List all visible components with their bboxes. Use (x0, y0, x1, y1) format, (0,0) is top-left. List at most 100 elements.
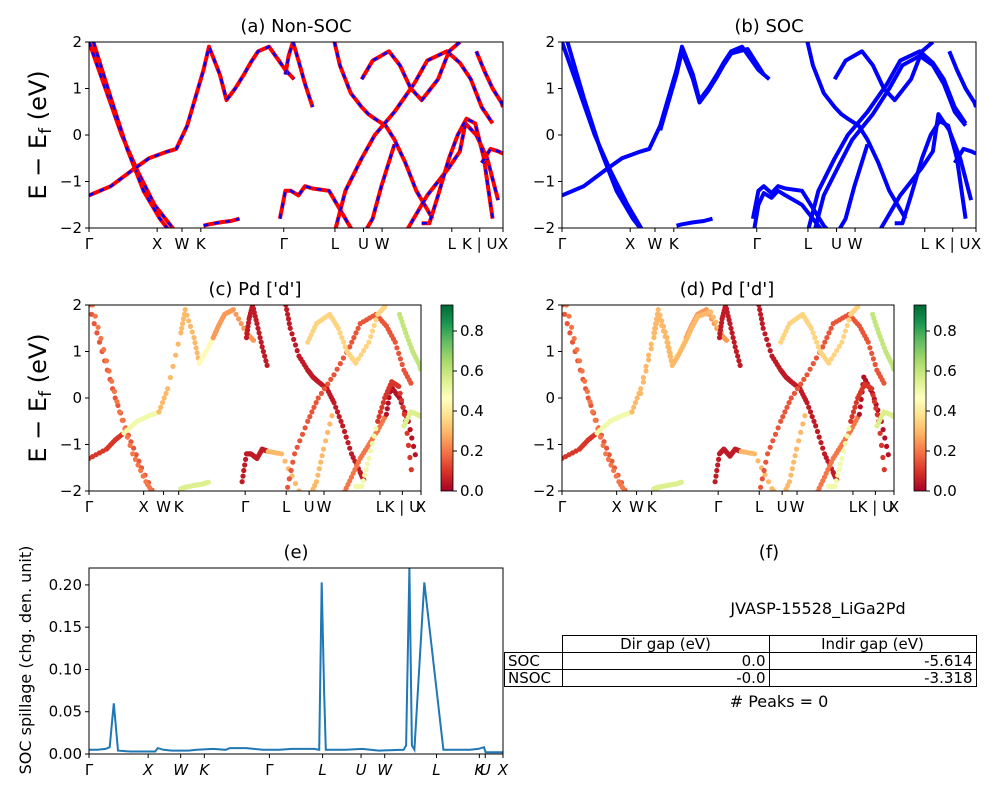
pc-point-s10-4-2 (316, 466, 322, 472)
pb-xtick-label-9: K | U (935, 235, 970, 253)
pb-series-13 (947, 50, 976, 108)
pd-point-s12-8-4 (820, 445, 826, 451)
pa-series-1-dash (92, 42, 169, 228)
pb-series-12 (894, 119, 968, 226)
pc-point-s17-3-0 (396, 383, 402, 389)
pc-point-s1-3-2 (135, 462, 141, 468)
pd-point-s1-3-4 (613, 473, 619, 479)
pc-point-s12-0-4 (290, 459, 296, 465)
pb-xtick-label-4: Γ (753, 235, 762, 253)
pc-point-s4-1-1 (167, 374, 173, 381)
pe-xtick-label-5: L (318, 761, 326, 779)
pc-point-s12-5-4 (355, 325, 361, 331)
pd-point-s14-6-2 (842, 328, 849, 334)
pc-point-s8-3-3 (257, 335, 263, 341)
pb-xtick-label-0: Γ (558, 235, 567, 253)
pc-point-s12-0-3 (288, 467, 294, 474)
pc-point-s15-3-4 (412, 452, 418, 458)
pb-series-1 (565, 42, 643, 228)
pc-point-s12-2-4 (313, 400, 319, 406)
pc-point-s17-0-1 (376, 414, 382, 420)
pc-point-s9-0-4 (243, 456, 249, 462)
pc-point-s8-3-0 (254, 321, 260, 327)
pc-point-s13-6-0 (366, 339, 372, 345)
pd-point-s10-0-4 (716, 456, 722, 462)
pd-point-s11-4-3 (791, 459, 797, 465)
pc-point-s11-8-1 (341, 428, 348, 435)
pd-point-s13-5-2 (824, 335, 830, 341)
pc-point-s11-1-0 (287, 325, 293, 331)
pd-point-s15-0-0 (813, 493, 818, 498)
pd-point-s13-9-1 (867, 345, 873, 351)
table-row: NSOC -0.0 -3.318 (504, 669, 977, 687)
pb-xtick-label-3: K (669, 235, 680, 253)
pc-point-s6-4-4 (250, 337, 257, 343)
pc-point-s13-5-2 (358, 352, 364, 358)
pc-xtick-label-8: L (376, 498, 385, 516)
pd-point-s9-3-3 (730, 335, 736, 341)
pc-point-s17-3-2 (398, 397, 405, 403)
pd-point-s17-1-3 (836, 467, 842, 473)
pd-point-s13-9-3 (870, 356, 877, 362)
pc-point-s8-3-2 (256, 330, 262, 336)
pd-point-s13-2-1 (780, 414, 786, 420)
pc-point-s12-1-4 (302, 425, 308, 431)
pc-ytick-label-2: 0 (72, 389, 82, 407)
pc-point-s9-0-3 (242, 462, 248, 468)
pd-point-s17-2-4 (846, 426, 852, 432)
pd-point-s8-3-4 (678, 479, 684, 485)
pc-point-s1-0-3 (98, 335, 104, 342)
pc-point-s10-5-4 (329, 413, 335, 419)
pc-point-s13-3-3 (341, 339, 347, 345)
pc-point-s1-1-1 (106, 368, 112, 374)
pc-point-s4-3-1 (184, 312, 190, 318)
pc-point-s16-2-3 (371, 433, 377, 439)
pd-point-s10-0-0 (712, 479, 718, 485)
pd-point-s13-5-3 (826, 330, 832, 336)
soc-indir-gap: -5.614 (768, 652, 977, 670)
pd-point-s12-7-4 (811, 418, 817, 424)
pc-point-s4-0-0 (156, 409, 162, 415)
pd-point-s9-3-0 (727, 321, 733, 327)
pd-point-s13-10-4 (881, 380, 887, 386)
pd-point-s12-0-4 (759, 321, 765, 327)
pd-point-s0-0-3 (567, 330, 573, 336)
pc-point-s4-0-1 (158, 404, 164, 410)
pc-point-s12-3-2 (321, 386, 328, 392)
pd-point-s1-0-4 (574, 347, 580, 353)
pc-point-s4-1-4 (175, 341, 181, 347)
pc-point-s0-0-3 (94, 330, 100, 336)
pc-point-s10-4-0 (313, 479, 320, 485)
pc-point-s10-5-3 (327, 421, 333, 427)
pd-point-s14-3-0 (808, 325, 814, 331)
pd-point-s13-2-3 (784, 404, 790, 410)
pd-point-s4-1-4 (648, 341, 654, 347)
pd-point-s12-7-0 (804, 400, 810, 406)
pd-point-s12-7-2 (807, 409, 814, 415)
pb-series-group (562, 42, 976, 228)
pd-point-s11-1-0 (751, 451, 758, 457)
pc-point-s10-1-1 (282, 458, 288, 464)
pd-point-s7-3-0 (664, 339, 670, 345)
pe-xtick-label-10: U (480, 761, 491, 779)
pc-point-s16-1-0 (359, 483, 365, 489)
pd-point-s18-0-0 (848, 418, 854, 424)
pa-xtick-label-2: W (175, 235, 190, 253)
pd-point-s13-3-2 (794, 386, 801, 392)
pc-point-s4-4-0 (191, 335, 197, 341)
pd-xtick-label-5: L (755, 498, 764, 516)
pc-point-s12-5-3 (353, 330, 359, 336)
pd-point-s20-2-4 (890, 413, 894, 419)
pa-series-12 (480, 146, 503, 164)
pd-point-s7-0-2 (643, 368, 649, 374)
pd-point-s4-1-1 (640, 374, 647, 381)
pd-point-s17-2-1 (841, 448, 847, 454)
pd-point-s12-0-2 (758, 311, 764, 317)
pc-point-s4-1-0 (165, 386, 171, 392)
pc-point-s4-1-2 (170, 363, 176, 369)
pd-point-s16-3-4 (885, 452, 891, 458)
pc-ytick-label-4: 2 (72, 296, 82, 314)
pc-point-s11-8-3 (345, 440, 351, 446)
pc-point-s8-0-4 (246, 320, 252, 326)
